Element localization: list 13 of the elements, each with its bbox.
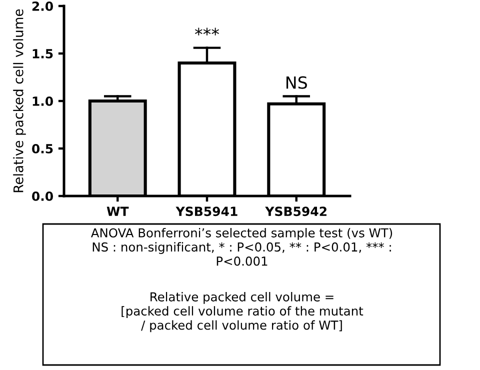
annotation: ***	[194, 28, 220, 36]
text: Relative packed cell volume = [packed cell volume ratio of the mutant / packed cell volume ratio of WT]	[122, 292, 364, 332]
y-tick-label: 0.5	[32, 144, 53, 154]
x-tick-label: YSB5941	[176, 206, 238, 216]
y-tick-label: 2.0	[32, 1, 53, 11]
x-tick-label: YSB5942	[265, 206, 326, 216]
y-axis-title: Relative packed cell volume	[13, 9, 26, 192]
text: ANOVA Bonferroni’s selected sample test (vs WT) NS : non-significant, * : P<0.05, ** : P<0.01, *** : P<0.001	[90, 228, 392, 266]
annotation: NS	[286, 76, 307, 89]
y-tick-label: 1.5	[32, 49, 53, 58]
y-tick-label: 0.0	[32, 191, 53, 201]
y-tick-label: 1.0	[32, 96, 53, 106]
x-tick-label: WT	[106, 206, 129, 216]
